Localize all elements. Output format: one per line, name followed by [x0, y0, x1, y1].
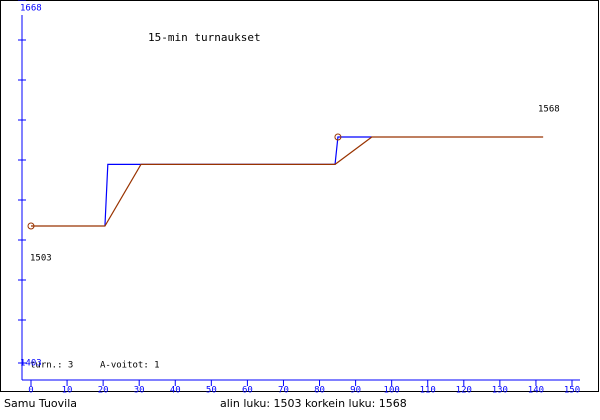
x-tick-label: 40: [170, 386, 181, 396]
x-tick-label: 70: [278, 386, 289, 396]
end-label: 1568: [538, 105, 560, 115]
stat: turn.: 3: [30, 361, 73, 371]
x-tick-label: 130: [492, 386, 508, 396]
x-tick-label: 60: [242, 386, 253, 396]
x-tick-label: 30: [134, 386, 145, 396]
x-tick-label: 110: [420, 386, 436, 396]
start-label: 1503: [30, 254, 52, 264]
x-tick-label: 80: [314, 386, 325, 396]
chart-title: 15-min turnaukset: [148, 31, 261, 44]
point-marker: [334, 133, 342, 141]
line-series: [31, 136, 544, 227]
x-tick-label: 150: [564, 386, 580, 396]
x-tick-label: 90: [350, 386, 361, 396]
stat: A-voitot: 1: [100, 361, 160, 371]
y-minor-ticks: [18, 39, 26, 321]
x-tick-label: 20: [98, 386, 109, 396]
y-tick-label: 1668: [20, 4, 42, 14]
footer-center: alin luku: 1503 korkein luku: 1568: [220, 397, 407, 410]
x-tick-label: 50: [206, 386, 217, 396]
x-tick-label: 10: [62, 386, 73, 396]
x-tick-label: 0: [28, 386, 33, 396]
x-tick-label: 140: [528, 386, 544, 396]
point-marker: [27, 222, 35, 230]
y-tick-label: 1403: [20, 359, 42, 369]
footer-left: Samu Tuovila: [4, 397, 77, 410]
x-tick-label: 100: [384, 386, 400, 396]
frame: [0, 0, 599, 392]
x-tick-label: 120: [456, 386, 472, 396]
